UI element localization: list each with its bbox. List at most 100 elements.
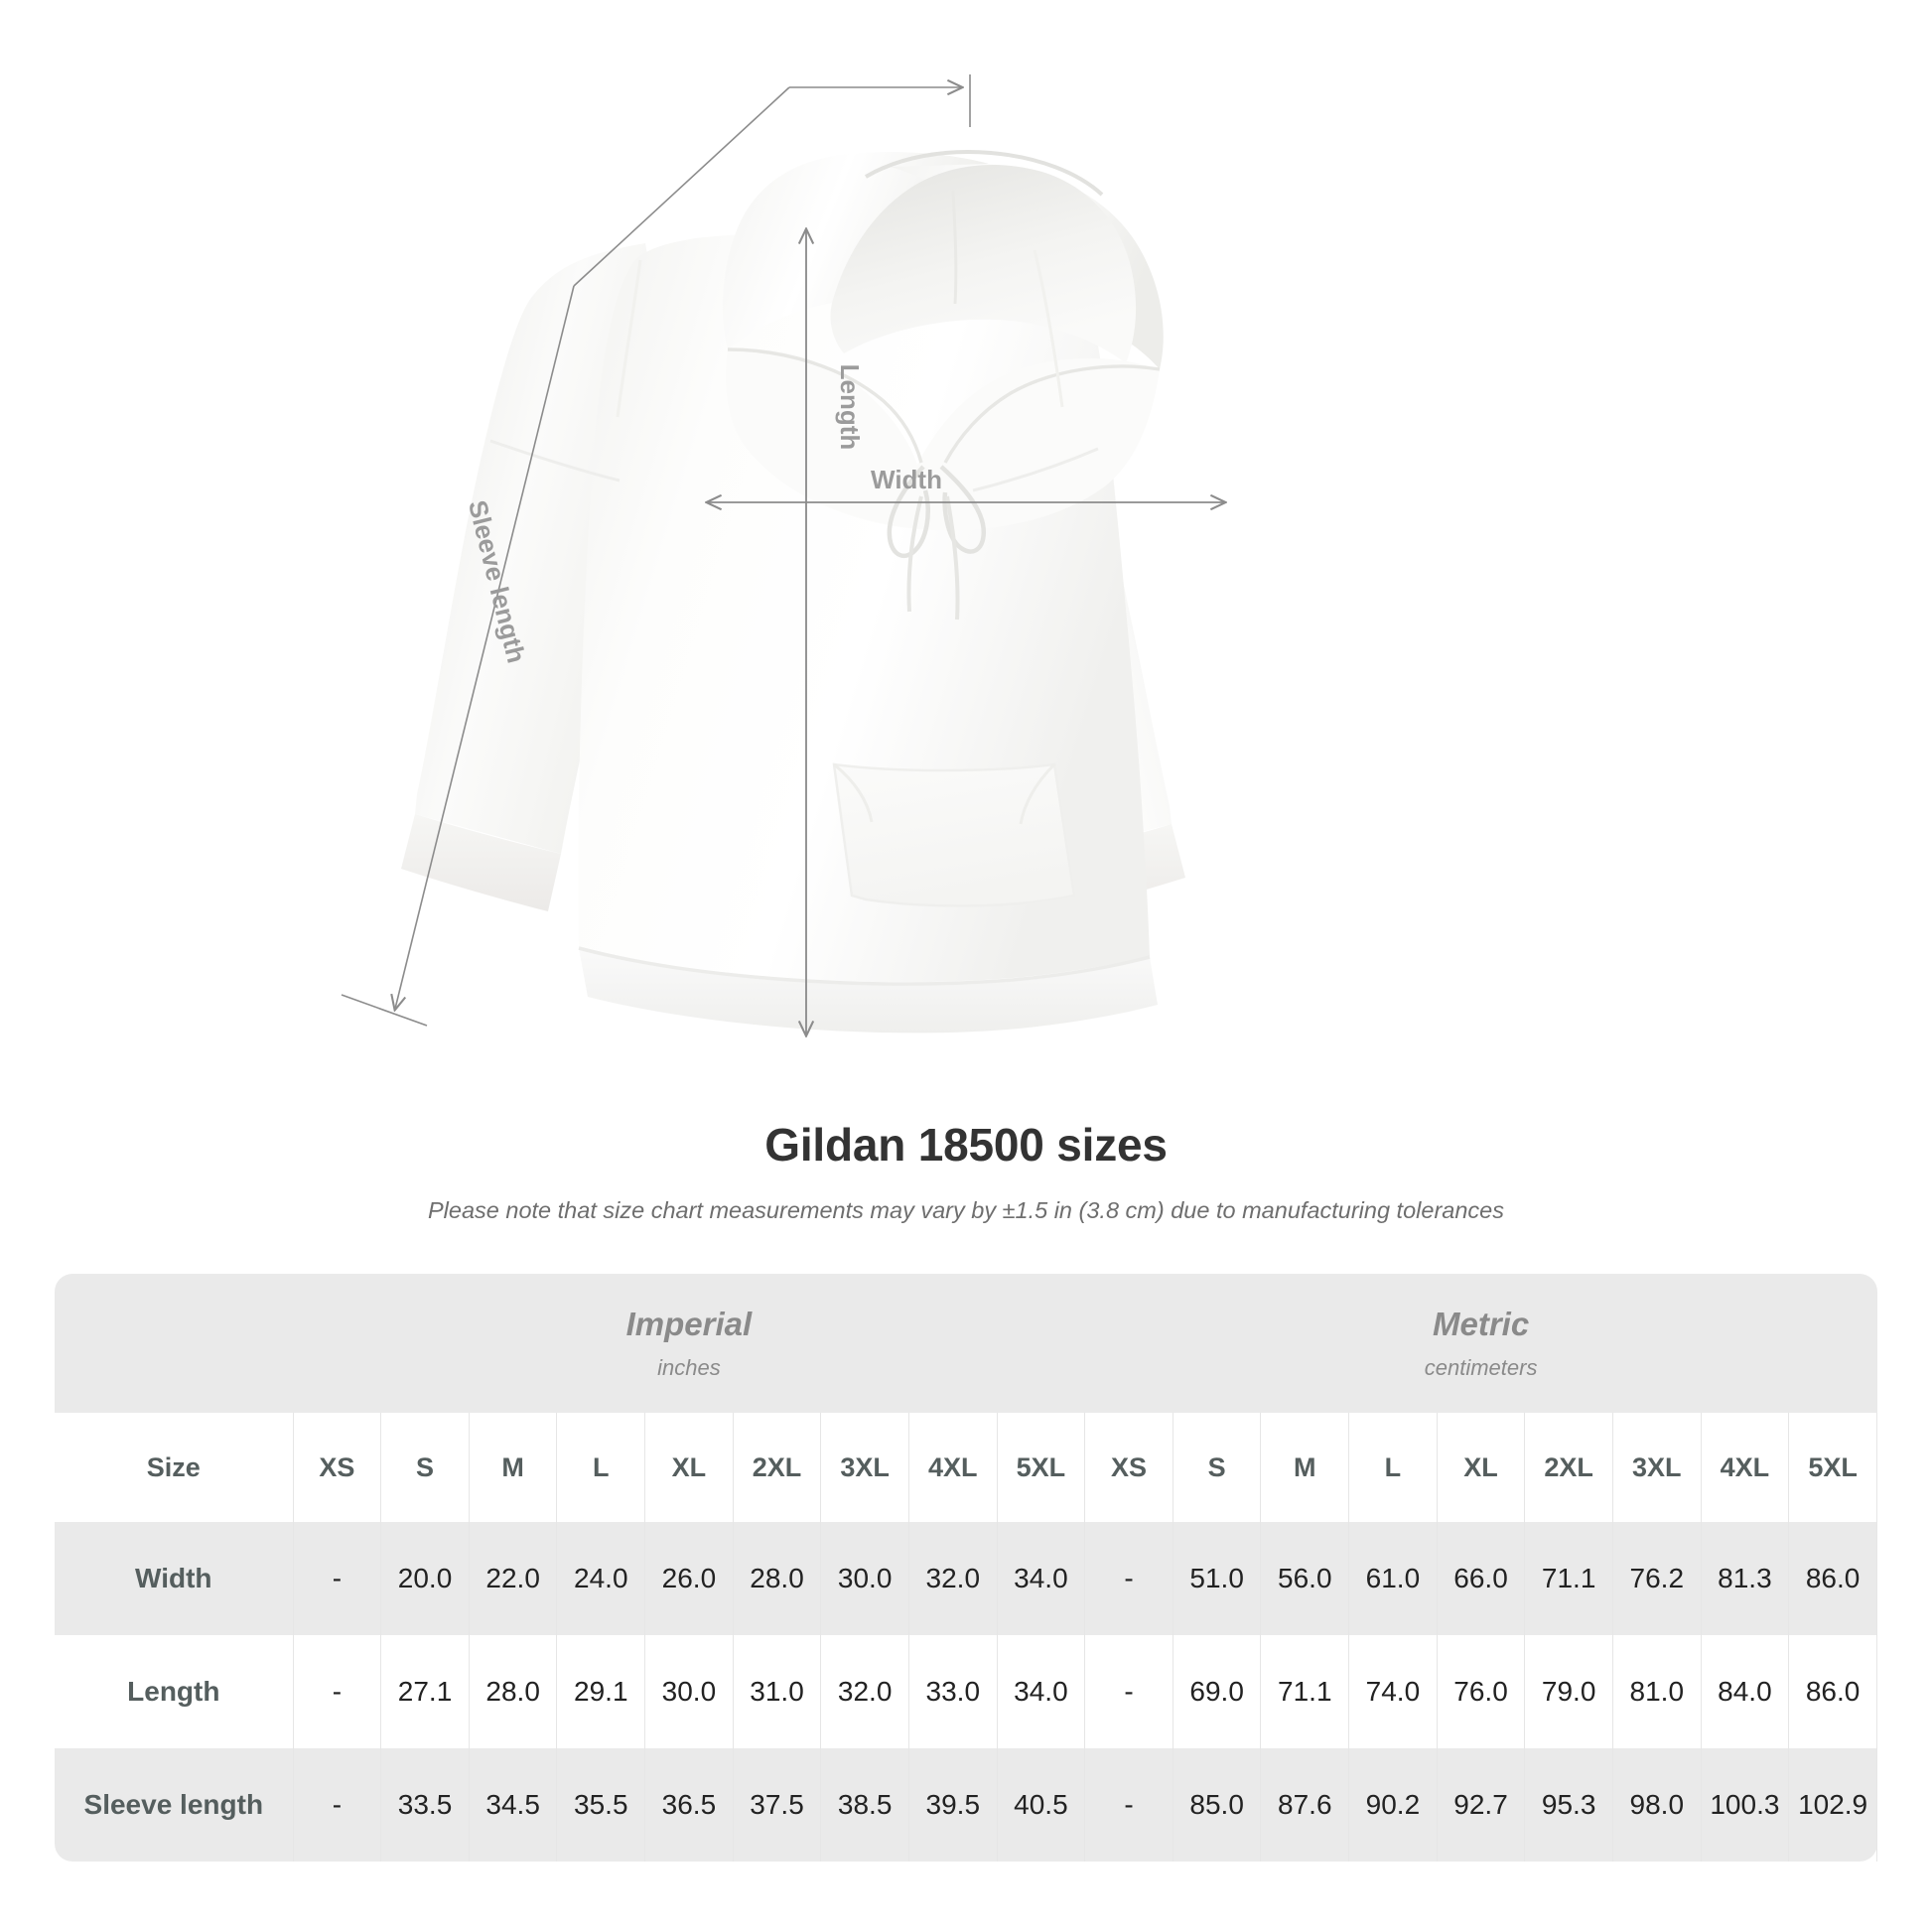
column-header-metric-m: M xyxy=(1260,1413,1350,1522)
cell-width-imperial-xs: - xyxy=(292,1522,382,1635)
shoulder-seam-left xyxy=(616,259,642,418)
cell-length-metric-2xl: 79.0 xyxy=(1524,1635,1613,1748)
pocket-opening-right xyxy=(1019,762,1056,825)
cell-width-metric-3xl: 76.2 xyxy=(1611,1522,1702,1635)
drawstring-loop-right xyxy=(939,465,987,554)
table-row: Width - 20.0 22.0 24.0 26.0 28.0 30.0 32… xyxy=(55,1522,1877,1635)
sleeve-leader-diagonal xyxy=(573,86,790,287)
neck-seam-left xyxy=(727,347,923,464)
cell-width-metric-4xl: 81.3 xyxy=(1700,1522,1790,1635)
cell-sleeve-metric-4xl: 100.3 xyxy=(1700,1748,1790,1862)
row-label-length: Length xyxy=(55,1635,294,1748)
drawstring-tail-right xyxy=(945,495,960,621)
cell-length-imperial-5xl: 34.0 xyxy=(996,1635,1086,1748)
kangaroo-pocket xyxy=(832,762,1076,907)
row-label-sleeve-length: Sleeve length xyxy=(55,1748,294,1862)
cell-length-metric-l: 74.0 xyxy=(1348,1635,1438,1748)
hood-opening xyxy=(830,165,1137,363)
cell-length-metric-5xl: 86.0 xyxy=(1788,1635,1877,1748)
hoodie-svg: Length Width Sleeve length xyxy=(341,74,1932,1132)
cell-width-metric-l: 61.0 xyxy=(1348,1522,1438,1635)
column-header-imperial-s: S xyxy=(380,1413,470,1522)
column-header-metric-2xl: 2XL xyxy=(1524,1413,1613,1522)
cell-length-metric-m: 71.1 xyxy=(1260,1635,1350,1748)
cell-length-metric-xs: - xyxy=(1084,1635,1173,1748)
column-header-metric-xl: XL xyxy=(1436,1413,1526,1522)
column-header-imperial-5xl: 5XL xyxy=(996,1413,1086,1522)
shoulder-seam-right xyxy=(1033,249,1064,408)
metric-sub: centimeters xyxy=(1424,1354,1538,1380)
cell-sleeve-metric-l: 90.2 xyxy=(1348,1748,1438,1862)
column-header-metric-4xl: 4XL xyxy=(1700,1413,1790,1522)
column-header-imperial-l: L xyxy=(556,1413,646,1522)
unit-group-metric: Metric centimeters xyxy=(1084,1274,1877,1413)
column-header-imperial-xs: XS xyxy=(292,1413,382,1522)
row-label-width: Width xyxy=(55,1522,294,1635)
hood-channel xyxy=(864,150,1104,197)
cell-sleeve-metric-3xl: 98.0 xyxy=(1611,1748,1702,1862)
cell-sleeve-imperial-5xl: 40.5 xyxy=(996,1748,1086,1862)
cell-length-imperial-4xl: 33.0 xyxy=(907,1635,998,1748)
cell-width-imperial-xl: 26.0 xyxy=(644,1522,734,1635)
cell-sleeve-imperial-s: 33.5 xyxy=(380,1748,470,1862)
cell-sleeve-imperial-m: 34.5 xyxy=(468,1748,558,1862)
hem-seam xyxy=(578,946,1151,986)
title-block: Gildan 18500 sizes Please note that size… xyxy=(0,1120,1932,1224)
cell-width-imperial-3xl: 30.0 xyxy=(820,1522,909,1635)
cell-width-imperial-2xl: 28.0 xyxy=(732,1522,822,1635)
cell-width-imperial-l: 24.0 xyxy=(556,1522,646,1635)
cell-width-metric-m: 56.0 xyxy=(1260,1522,1350,1635)
column-header-metric-3xl: 3XL xyxy=(1611,1413,1702,1522)
column-header-imperial-2xl: 2XL xyxy=(732,1413,822,1522)
sleeve-end-tick xyxy=(341,994,428,1027)
drawstring-loop-left xyxy=(887,465,930,559)
cell-width-metric-5xl: 86.0 xyxy=(1788,1522,1877,1635)
cell-width-metric-xl: 66.0 xyxy=(1436,1522,1526,1635)
drawstring-tail-left xyxy=(906,495,923,613)
cell-sleeve-metric-5xl: 102.9 xyxy=(1788,1748,1877,1862)
imperial-sub: inches xyxy=(657,1354,721,1380)
cell-sleeve-metric-xs: - xyxy=(1084,1748,1173,1862)
cell-width-metric-xs: - xyxy=(1084,1522,1173,1635)
cell-width-imperial-4xl: 32.0 xyxy=(907,1522,998,1635)
size-chart-table: Imperial inches Metric centimeters Size … xyxy=(55,1274,1877,1862)
cell-sleeve-metric-2xl: 95.3 xyxy=(1524,1748,1613,1862)
column-header-metric-s: S xyxy=(1172,1413,1262,1522)
cell-sleeve-imperial-3xl: 38.5 xyxy=(820,1748,909,1862)
cell-length-imperial-2xl: 31.0 xyxy=(732,1635,822,1748)
cell-sleeve-metric-xl: 92.7 xyxy=(1436,1748,1526,1862)
cell-sleeve-imperial-2xl: 37.5 xyxy=(732,1748,822,1862)
hoodie-illustration: Length Width Sleeve length xyxy=(341,74,1932,1132)
cell-sleeve-imperial-4xl: 39.5 xyxy=(907,1748,998,1862)
table-row: Sleeve length - 33.5 34.5 35.5 36.5 37.5… xyxy=(55,1748,1877,1862)
cell-width-imperial-5xl: 34.0 xyxy=(996,1522,1086,1635)
cell-sleeve-metric-m: 87.6 xyxy=(1260,1748,1350,1862)
cell-sleeve-imperial-xs: - xyxy=(292,1748,382,1862)
left-sleeve-fold xyxy=(489,439,621,483)
cell-length-imperial-s: 27.1 xyxy=(380,1635,470,1748)
metric-name: Metric xyxy=(1433,1306,1530,1343)
table-header-row: Size XS S M L XL 2XL 3XL 4XL 5XL XS S M … xyxy=(55,1413,1877,1522)
hoodie-garment xyxy=(401,150,1185,1034)
cell-length-metric-4xl: 84.0 xyxy=(1700,1635,1790,1748)
cell-width-imperial-s: 20.0 xyxy=(380,1522,470,1635)
neckline xyxy=(725,348,1160,531)
cell-length-metric-s: 69.0 xyxy=(1172,1635,1262,1748)
unit-spacer xyxy=(55,1274,294,1413)
length-label: Length xyxy=(835,364,865,451)
cell-sleeve-imperial-xl: 36.5 xyxy=(644,1748,734,1862)
column-header-imperial-m: M xyxy=(468,1413,558,1522)
cell-width-imperial-m: 22.0 xyxy=(468,1522,558,1635)
cell-length-imperial-xl: 30.0 xyxy=(644,1635,734,1748)
unit-group-row: Imperial inches Metric centimeters xyxy=(55,1274,1877,1413)
cell-length-imperial-3xl: 32.0 xyxy=(820,1635,909,1748)
tolerance-note: Please note that size chart measurements… xyxy=(428,1196,1504,1223)
cell-length-metric-xl: 76.0 xyxy=(1436,1635,1526,1748)
cell-length-imperial-m: 28.0 xyxy=(468,1635,558,1748)
page-title: Gildan 18500 sizes xyxy=(764,1119,1168,1171)
column-header-metric-5xl: 5XL xyxy=(1788,1413,1877,1522)
right-sleeve-fold xyxy=(972,447,1099,492)
column-header-metric-l: L xyxy=(1348,1413,1438,1522)
cell-sleeve-metric-s: 85.0 xyxy=(1172,1748,1262,1862)
width-label: Width xyxy=(871,465,942,494)
